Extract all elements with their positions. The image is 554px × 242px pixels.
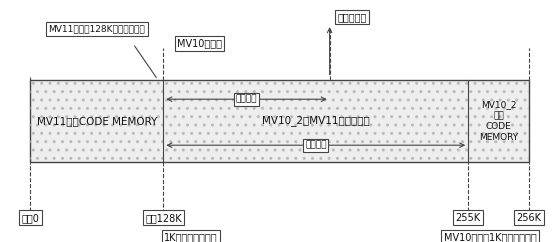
Text: MV11至少有128K程序存储空间: MV11至少有128K程序存储空间 bbox=[49, 24, 145, 34]
Text: MV10_2和MV11可配置空间: MV10_2和MV11可配置空间 bbox=[262, 115, 370, 127]
Bar bbox=[30, 80, 529, 162]
Text: 1K为单位左右偏移: 1K为单位左右偏移 bbox=[165, 232, 218, 242]
Text: 255K: 255K bbox=[455, 213, 481, 223]
Text: 偏移地址: 偏移地址 bbox=[305, 141, 326, 150]
Text: MV10基地址: MV10基地址 bbox=[177, 38, 222, 49]
Text: 256K: 256K bbox=[516, 213, 542, 223]
Text: 地址0: 地址0 bbox=[22, 213, 39, 223]
Text: 偏移地址: 偏移地址 bbox=[236, 95, 257, 104]
Bar bbox=[30, 80, 529, 162]
Text: MV10_2
固定
CODE
MEMORY: MV10_2 固定 CODE MEMORY bbox=[479, 100, 518, 142]
Text: 动态分配线: 动态分配线 bbox=[337, 12, 367, 22]
Text: MV10至少有1K程序存储空间: MV10至少有1K程序存储空间 bbox=[444, 232, 537, 242]
Text: 地址128K: 地址128K bbox=[145, 213, 182, 223]
Text: MV11固定CODE MEMORY: MV11固定CODE MEMORY bbox=[37, 116, 157, 126]
